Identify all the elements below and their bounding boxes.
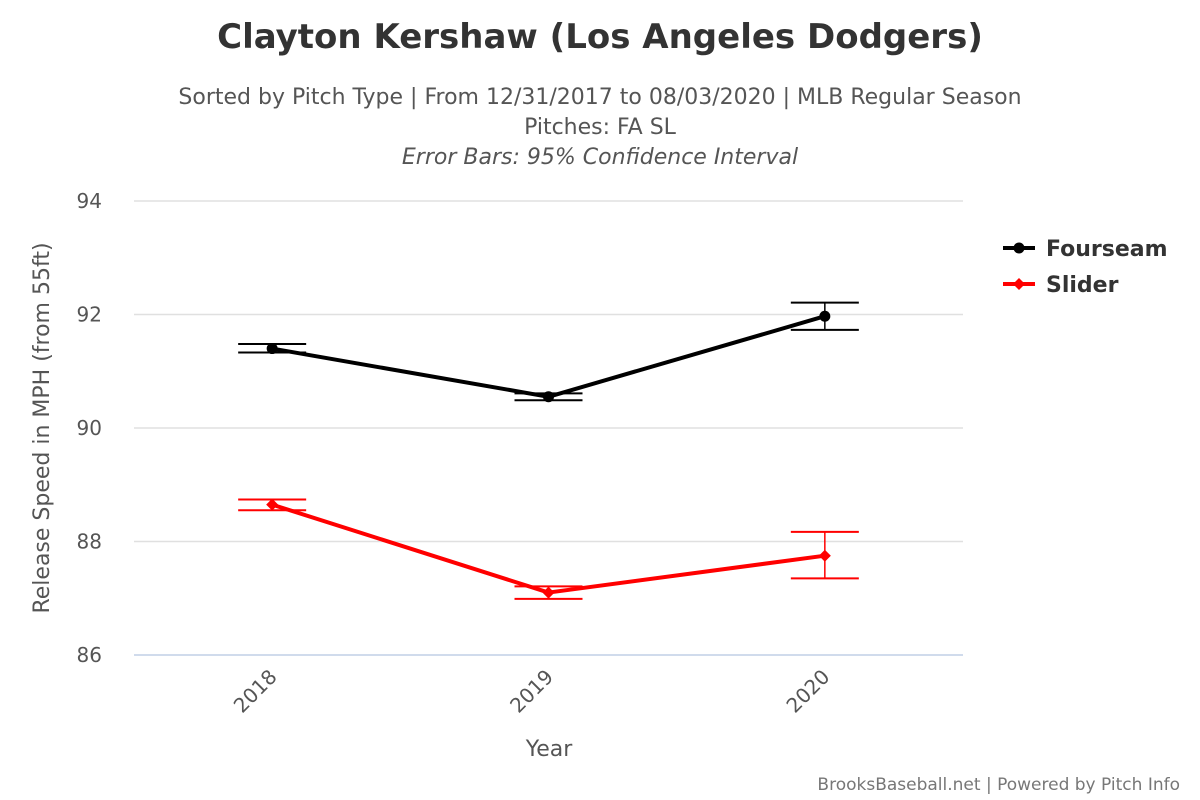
data-point[interactable] — [266, 498, 279, 511]
data-point[interactable] — [818, 549, 831, 562]
y-tick-label: 90 — [77, 416, 102, 440]
legend[interactable]: Fourseam Slider — [1003, 237, 1168, 298]
series-layer — [238, 301, 859, 600]
series-line-slider — [271, 502, 826, 595]
legend-item-fourseam[interactable]: Fourseam — [1003, 237, 1168, 262]
y-axis-title: Release Speed in MPH (from 55ft) — [30, 242, 55, 613]
legend-marker — [1013, 278, 1025, 290]
data-point[interactable] — [819, 310, 831, 322]
legend-item-slider[interactable]: Slider — [1003, 273, 1119, 298]
credits[interactable]: BrooksBaseball.net | Powered by Pitch In… — [817, 775, 1180, 795]
data-point[interactable] — [266, 343, 278, 355]
chart-error-bars-note: Error Bars: 95% Confidence Interval — [402, 145, 798, 170]
data-point[interactable] — [543, 391, 554, 403]
series-slider[interactable] — [238, 498, 859, 600]
y-tick-label: 86 — [77, 643, 102, 667]
series-fourseam[interactable] — [238, 301, 859, 403]
y-tick-label: 88 — [77, 530, 102, 554]
y-tick-label: 94 — [77, 189, 102, 213]
x-tick-label: 2020 — [781, 665, 834, 718]
x-axis-ticks: 2018 2019 2020 — [229, 665, 835, 718]
legend-marker — [1013, 242, 1025, 254]
legend-label: Slider — [1046, 273, 1119, 298]
x-tick-label: 2018 — [229, 665, 282, 718]
x-tick-label: 2019 — [505, 665, 558, 718]
legend-label: Fourseam — [1046, 237, 1168, 262]
series-line-fourseam — [271, 314, 826, 399]
y-tick-label: 92 — [77, 303, 102, 327]
chart-subtitle: Sorted by Pitch Type | From 12/31/2017 t… — [178, 85, 1021, 110]
x-axis-title: Year — [525, 737, 574, 762]
chart-title: Clayton Kershaw (Los Angeles Dodgers) — [217, 17, 983, 57]
data-point[interactable] — [542, 586, 555, 599]
chart-pitches-line: Pitches: FA SL — [524, 115, 677, 140]
y-axis-ticks: 86 88 90 92 94 — [77, 189, 102, 667]
